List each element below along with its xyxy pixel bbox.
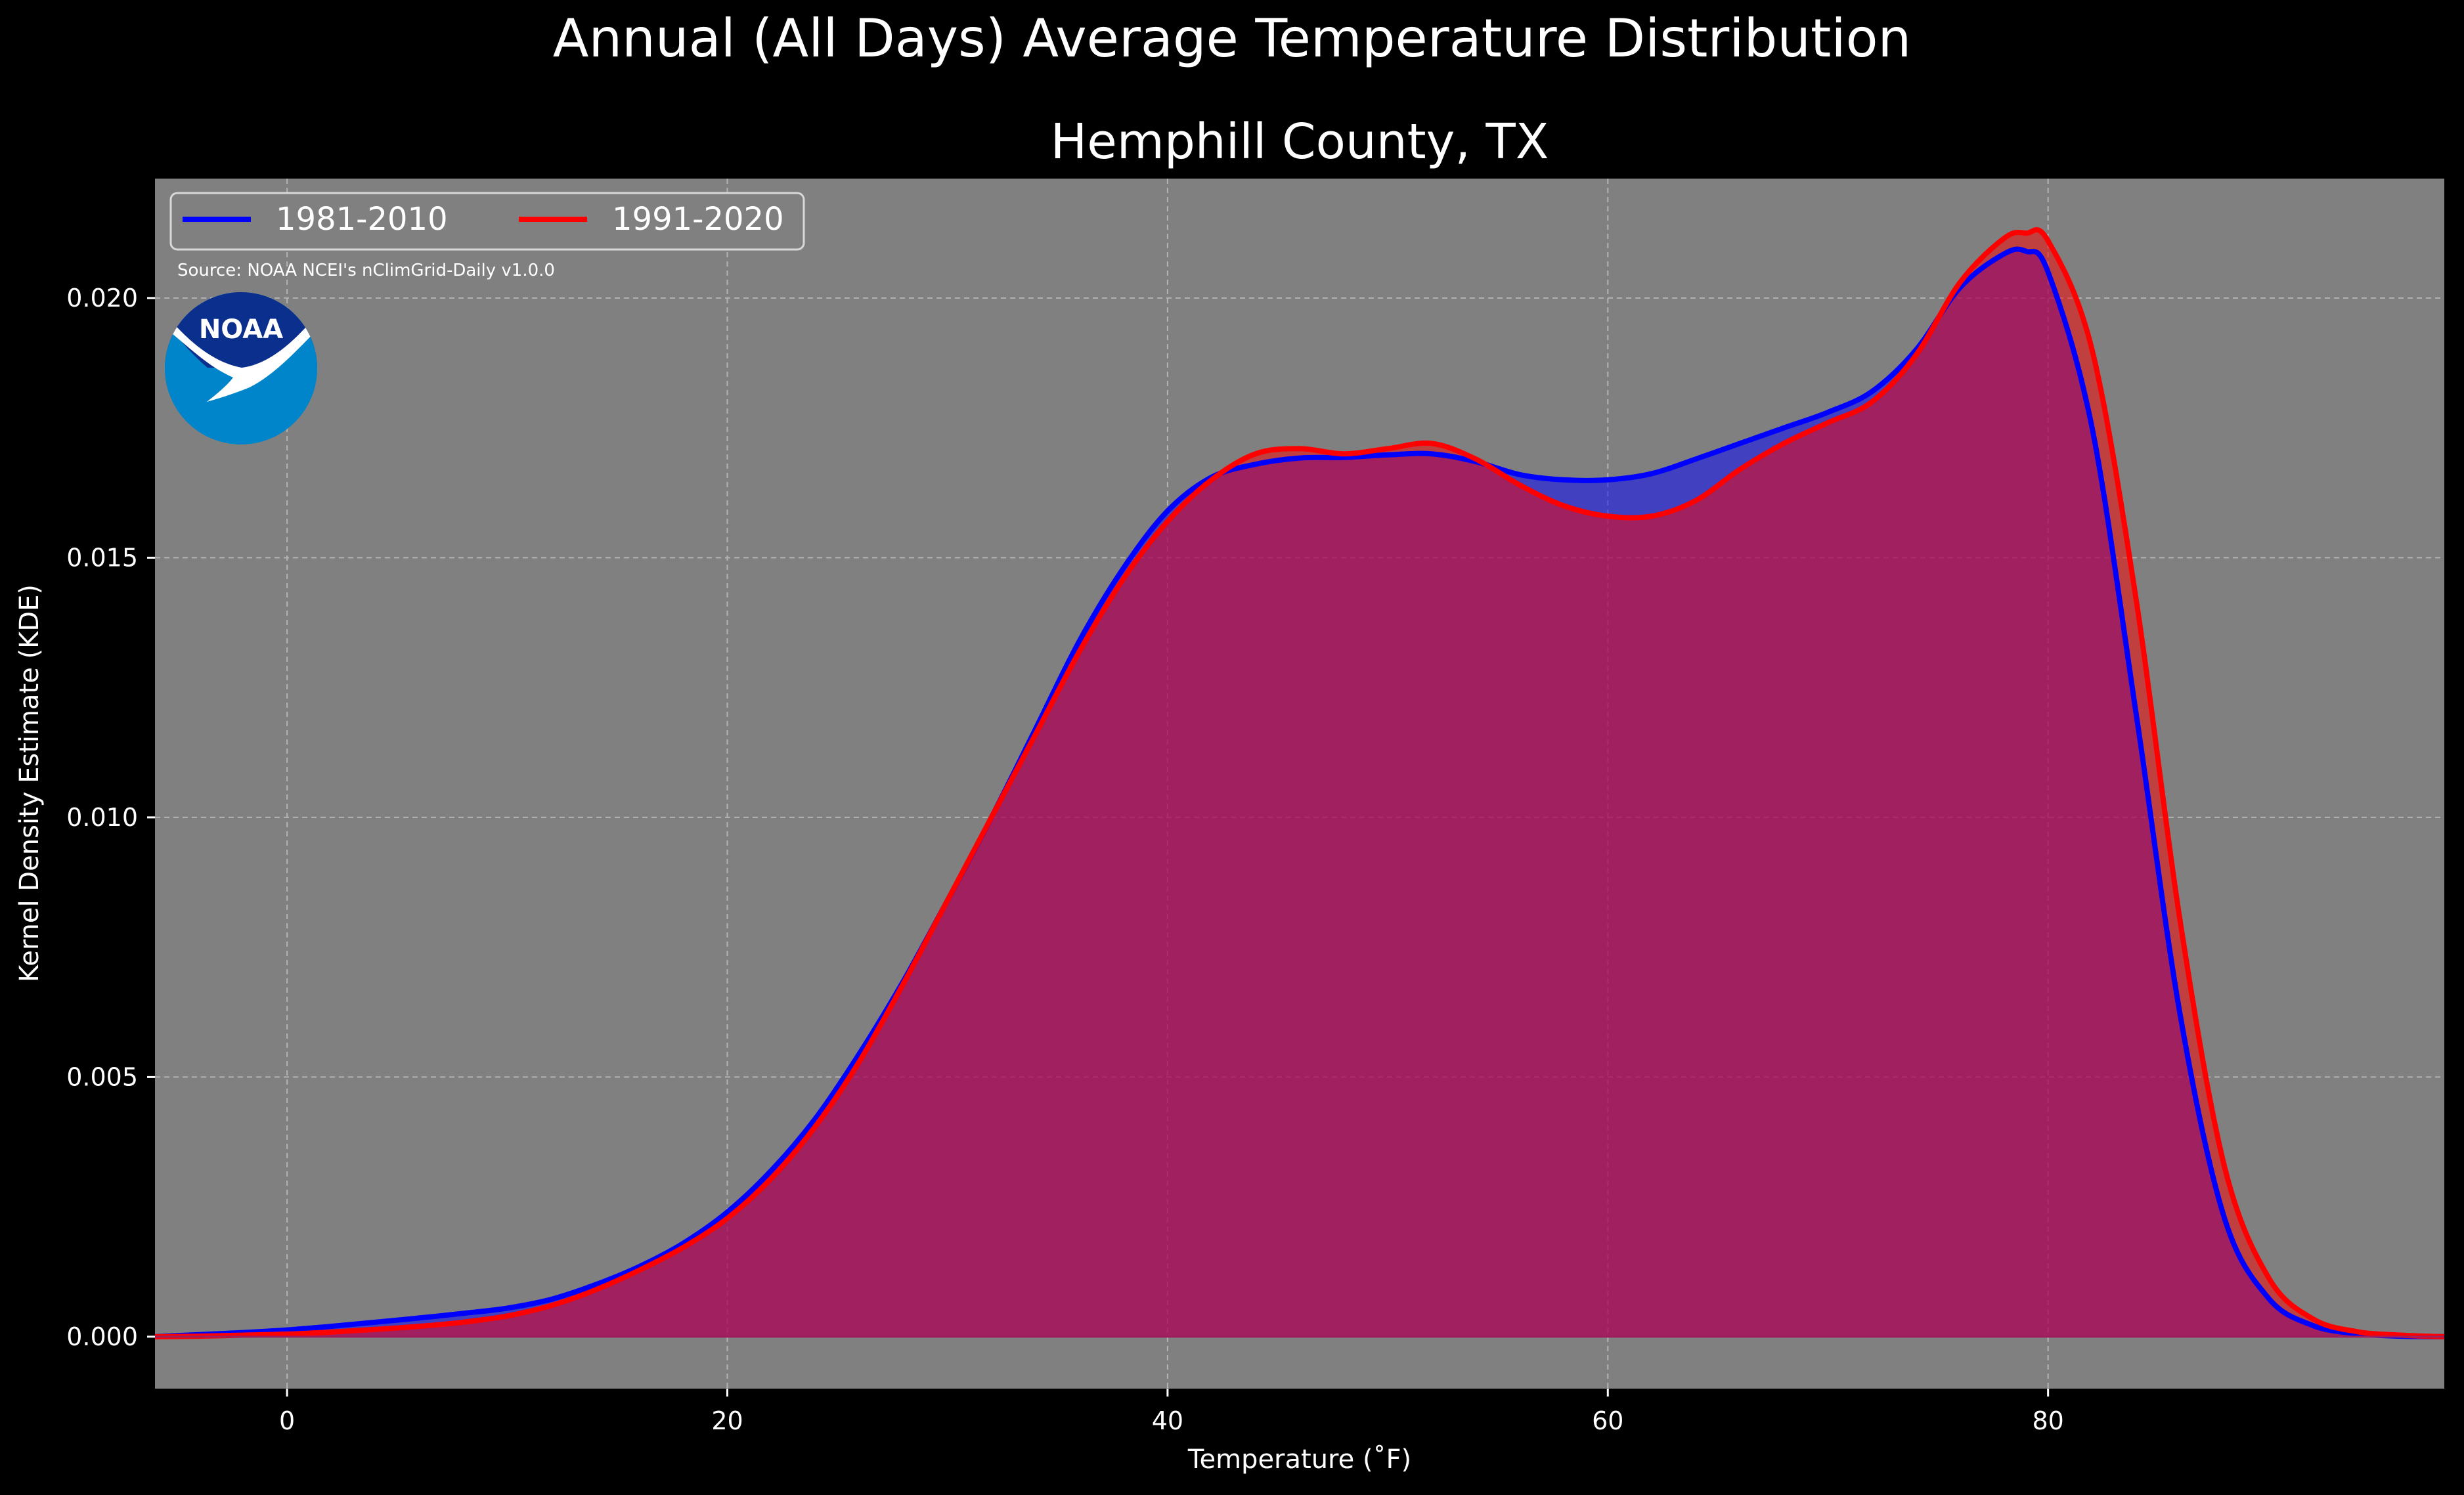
noaa-logo-text: NOAA — [199, 314, 283, 345]
chart-title: Hemphill County, TX — [1051, 114, 1549, 170]
x-tick-label: 60 — [1592, 1406, 1623, 1435]
x-axis-label: Temperature (˚F) — [1187, 1444, 1411, 1475]
legend-label-1981-2010: 1981-2010 — [276, 201, 448, 238]
y-axis-ticks: 0.000 0.005 0.010 0.015 0.020 — [66, 284, 155, 1351]
density-lines — [155, 227, 2444, 1339]
y-tick-label: 0.000 — [66, 1322, 138, 1351]
density-line-1981-2010 — [155, 246, 2444, 1339]
legend-label-1991-2020: 1991-2020 — [612, 201, 784, 238]
x-tick-label: 40 — [1152, 1406, 1183, 1435]
density-fill-1991-2020 — [155, 229, 2444, 1337]
y-tick-label: 0.015 — [66, 543, 138, 572]
x-tick-label: 20 — [711, 1406, 743, 1435]
source-note: Source: NOAA NCEI's nClimGrid-Daily v1.0… — [177, 261, 555, 280]
y-axis-label: Kernel Density Estimate (KDE) — [14, 584, 45, 982]
density-line-1991-2020 — [155, 227, 2444, 1339]
x-tick-label: 0 — [279, 1406, 295, 1435]
x-tick-label: 80 — [2032, 1406, 2063, 1435]
y-tick-label: 0.010 — [66, 803, 138, 832]
y-tick-label: 0.020 — [66, 284, 138, 313]
y-tick-label: 0.005 — [66, 1062, 138, 1091]
figure-suptitle: Annual (All Days) Average Temperature Di… — [553, 8, 1911, 69]
legend: 1981-2010 1991-2020 — [169, 192, 805, 251]
density-fills — [155, 229, 2444, 1337]
legend-box — [169, 192, 805, 251]
x-axis-ticks: 0 20 40 60 80 — [279, 1389, 2064, 1435]
